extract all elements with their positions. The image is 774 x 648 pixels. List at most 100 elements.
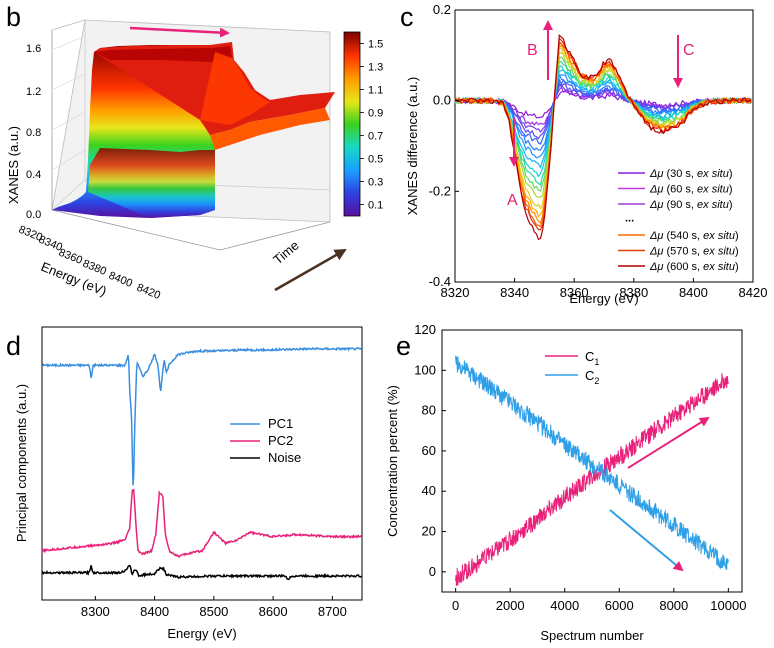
b-ztick-2: 0.8	[26, 127, 41, 139]
d-series-noise	[41, 564, 362, 580]
panel-c: c 8320 8340 8360 8380 8400 8420 0.2 0.0 -0.2 -0.4…	[400, 2, 767, 306]
b-colorbar-tick: 0.7	[368, 131, 383, 143]
d-legend: PC1 PC2 Noise	[230, 416, 301, 465]
e-ytick: 40	[422, 483, 436, 498]
e-arrow-c1	[627, 416, 710, 469]
panel-b: b 0.0 0.4 0	[6, 2, 383, 302]
c-frame	[454, 9, 754, 283]
e-legend-label: C2	[585, 368, 599, 386]
c-legend: Δμ (30 s, ex situ) Δμ (60 s, ex situ) Δμ (…	[618, 168, 739, 273]
b-colorbar-tick: 1.1	[368, 85, 383, 97]
b-colorbar-tick: 0.1	[368, 200, 383, 212]
panel-b-surface	[52, 42, 335, 218]
c-xlabel: Energy (eV)	[569, 291, 638, 306]
d-xtick: 8400	[140, 604, 169, 619]
e-frame	[441, 329, 743, 593]
b-colorbar-tick: 0.5	[368, 154, 383, 166]
e-xlabel: Spectrum number	[540, 628, 644, 643]
c-axes: 8320 8340 8360 8380 8400 8420 0.2 0.0 -0.2 -0.4	[429, 2, 768, 300]
b-ztick-0: 0.0	[26, 209, 41, 221]
d-axes: 8300 8400 8500 8600 8700	[81, 596, 347, 619]
c-series-line	[454, 77, 752, 145]
d-legend-label: PC1	[268, 416, 293, 431]
d-xtick: 8700	[318, 604, 347, 619]
b-ztick-3: 1.2	[26, 86, 41, 98]
c-series-line	[454, 65, 752, 178]
b-colorbar-tick: 0.9	[368, 108, 383, 120]
panel-b-time-arrow	[274, 248, 347, 292]
panel-c-letter: c	[400, 2, 414, 32]
e-ylabel: Concentration percent (%)	[385, 385, 400, 537]
c-xtick: 8340	[500, 285, 529, 300]
b-xtick-5: 8420	[135, 282, 162, 302]
e-curves	[455, 355, 729, 587]
e-ytick: 120	[414, 322, 436, 337]
panel-b-energy-arrow	[129, 26, 230, 38]
c-curves	[454, 34, 752, 241]
d-legend-label: Noise	[268, 450, 301, 465]
c-legend-label: Δμ (60 s, ex situ)	[649, 184, 733, 196]
surface-ridge	[94, 46, 232, 62]
surface-slope	[200, 52, 270, 125]
c-series-line	[454, 60, 752, 186]
d-xlabel: Energy (eV)	[167, 626, 236, 641]
c-series-line	[454, 34, 752, 241]
d-curves	[41, 346, 362, 580]
e-ytick: 80	[422, 403, 436, 418]
b-colorbar-tick: 0.3	[368, 177, 383, 189]
e-ytick: 0	[429, 564, 436, 579]
c-xtick: 8320	[441, 285, 470, 300]
b-xtick-2: 8360	[57, 247, 84, 267]
e-ytick: 100	[414, 362, 436, 377]
b-time-label: Time	[270, 238, 301, 268]
c-ytick: 0.2	[433, 2, 451, 17]
c-ylabel: XANES difference (a.u.)	[405, 77, 420, 216]
e-xtick: 10000	[710, 598, 746, 613]
c-legend-label: Δμ (30 s, ex situ)	[649, 168, 733, 180]
c-ytick: 0.0	[433, 93, 451, 108]
c-legend-label: Δμ (540 s, ex situ)	[649, 230, 739, 242]
e-axes: 0 2000 4000 6000 8000 10000 0 20 40 60 80 100 120	[414, 322, 746, 613]
d-frame	[41, 326, 363, 601]
d-xtick: 8300	[81, 604, 110, 619]
e-xtick: 8000	[659, 598, 688, 613]
b-xtick-4: 8400	[107, 270, 134, 290]
c-legend-ellipsis: ...	[625, 213, 634, 225]
panel-b-letter: b	[6, 2, 21, 32]
b-colorbar	[343, 31, 361, 217]
d-legend-label: PC2	[268, 433, 293, 448]
b-colorbar-tick: 1.3	[368, 62, 383, 74]
e-ytick: 20	[422, 524, 436, 539]
d-xtick: 8500	[199, 604, 228, 619]
c-annot-b: B	[527, 42, 538, 59]
d-xtick: 8600	[259, 604, 288, 619]
c-annot-a: A	[507, 192, 518, 209]
e-xtick: 0	[452, 598, 459, 613]
c-legend-label: Δμ (600 s, ex situ)	[649, 261, 739, 273]
c-xtick: 8360	[560, 285, 589, 300]
e-legend-label: C1	[585, 349, 599, 367]
d-series-pc1	[41, 346, 362, 486]
b-ztick-4: 1.6	[26, 43, 41, 55]
e-xtick: 2000	[496, 598, 525, 613]
c-xtick: 8380	[619, 285, 648, 300]
c-annot-c: C	[683, 42, 695, 59]
d-ylabel: Principal components (a.u.)	[14, 384, 29, 542]
e-xtick: 6000	[605, 598, 634, 613]
e-xtick: 4000	[550, 598, 579, 613]
panel-d: d 8300 8400 8500 8600 8700 Energy (eV) Princ…	[6, 326, 363, 641]
c-legend-label: Δμ (570 s, ex situ)	[649, 246, 739, 258]
c-legend-label: Δμ (90 s, ex situ)	[649, 199, 733, 211]
panel-b-z-ticks: 0.0 0.4 0.8 1.2 1.6	[26, 43, 41, 221]
c-series-line	[454, 73, 752, 151]
c-xtick: 8420	[739, 285, 768, 300]
panel-e-letter: e	[396, 331, 411, 361]
c-xtick: 8400	[679, 285, 708, 300]
e-series-c2	[455, 355, 729, 571]
e-series-c1	[455, 373, 729, 587]
c-ytick: -0.2	[429, 183, 451, 198]
b-colorbar-ticks: 1.5 1.3 1.1 0.9 0.7 0.5 0.3 0.1	[360, 39, 383, 212]
b-ztick-1: 0.4	[26, 169, 41, 181]
